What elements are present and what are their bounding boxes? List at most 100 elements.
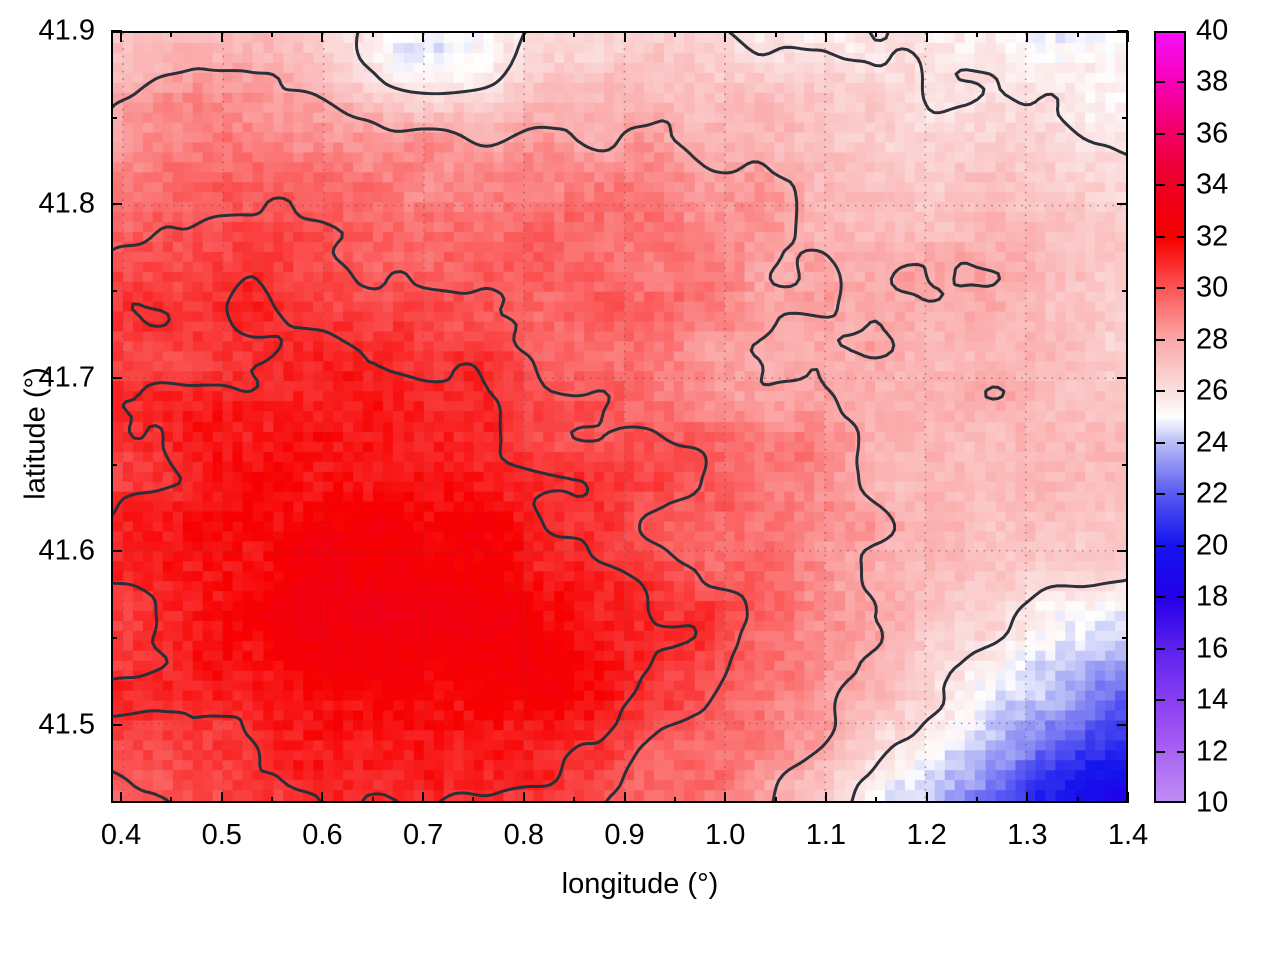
y-tick-minor [111, 637, 117, 640]
y-tick-minor [111, 463, 117, 466]
plot-area [111, 31, 1128, 803]
x-tick-major [422, 792, 425, 803]
colorbar-tick [1156, 132, 1165, 135]
colorbar-tick-label: 16 [1196, 632, 1229, 665]
x-tick-minor [774, 797, 777, 803]
x-tick-minor-top [371, 31, 374, 37]
colorbar-tick [1156, 544, 1165, 547]
x-tick-minor-top [875, 31, 878, 37]
x-tick-minor-top [673, 31, 676, 37]
colorbar-tick-label: 26 [1196, 374, 1229, 407]
colorbar-tick [1156, 647, 1165, 650]
x-tick-major-top [824, 31, 827, 42]
colorbar-tick [1156, 596, 1165, 599]
colorbar-tick [1177, 493, 1186, 496]
colorbar-tick-label: 36 [1196, 117, 1229, 150]
colorbar-tick-label: 28 [1196, 323, 1229, 356]
x-tick-label: 1.4 [1107, 819, 1149, 851]
x-tick-major [724, 792, 727, 803]
x-tick-major [1026, 792, 1029, 803]
x-tick-major-top [220, 31, 223, 42]
x-tick-major-top [120, 31, 123, 42]
x-tick-label: 0.5 [201, 819, 242, 851]
colorbar-tick [1177, 184, 1186, 187]
x-tick-major-top [422, 31, 425, 42]
colorbar-tick [1177, 235, 1186, 238]
colorbar-tick-label: 34 [1196, 168, 1229, 201]
colorbar-tick [1156, 287, 1165, 290]
colorbar-tick [1156, 338, 1165, 341]
x-tick-minor-top [573, 31, 576, 37]
colorbar-tick-label: 38 [1196, 65, 1229, 98]
x-tick-label: 1.2 [906, 819, 947, 851]
y-tick-minor-right [1122, 290, 1128, 293]
y-tick-label: 41.9 [38, 14, 95, 47]
y-tick-minor [111, 116, 117, 119]
colorbar-tick [1177, 441, 1186, 444]
x-tick-minor-top [975, 31, 978, 37]
colorbar [1154, 31, 1186, 803]
colorbar-tick [1177, 81, 1186, 84]
x-tick-label: 0.7 [402, 819, 444, 851]
x-tick-major-top [623, 31, 626, 42]
x-tick-minor-top [1076, 31, 1079, 37]
colorbar-tick [1177, 390, 1186, 393]
x-axis-title: longitude (°) [561, 868, 719, 900]
y-tick-label: 41.7 [38, 361, 95, 394]
x-tick-major-top [1127, 31, 1129, 42]
colorbar-tick-label: 40 [1196, 14, 1229, 47]
y-tick-major-right [1117, 30, 1128, 32]
x-tick-label: 1.3 [1007, 819, 1048, 851]
x-tick-major [925, 792, 928, 803]
colorbar-tick [1177, 287, 1186, 290]
y-tick-major-right [1117, 203, 1128, 206]
x-tick-label: 1.0 [705, 819, 746, 851]
colorbar-tick [1177, 699, 1186, 702]
contour-lines [113, 33, 1126, 801]
x-tick-minor [472, 797, 475, 803]
colorbar-tick-label: 30 [1196, 271, 1229, 304]
x-tick-major-top [522, 31, 525, 42]
y-tick-label: 41.5 [38, 708, 95, 741]
colorbar-tick [1156, 390, 1165, 393]
colorbar-tick [1177, 544, 1186, 547]
x-tick-minor [1076, 797, 1079, 803]
colorbar-gradient [1156, 33, 1184, 801]
x-tick-label: 0.8 [503, 819, 544, 851]
x-tick-minor-top [472, 31, 475, 37]
x-tick-major [522, 792, 525, 803]
colorbar-tick [1156, 441, 1165, 444]
x-tick-minor [170, 797, 173, 803]
x-tick-major-top [321, 31, 324, 42]
y-tick-major [111, 723, 122, 726]
y-tick-minor [111, 290, 117, 293]
y-axis-title: latitude (°) [19, 367, 52, 500]
colorbar-tick [1177, 132, 1186, 135]
y-tick-minor-right [1122, 116, 1128, 119]
y-tick-major-right [1117, 376, 1128, 379]
colorbar-tick [1156, 235, 1165, 238]
colorbar-tick-label: 24 [1196, 426, 1229, 459]
y-tick-label: 41.6 [38, 534, 95, 567]
y-tick-major-right [1117, 723, 1128, 726]
colorbar-tick-label: 14 [1196, 683, 1229, 716]
y-tick-minor-right [1122, 637, 1128, 640]
x-tick-major [220, 792, 223, 803]
y-tick-label: 41.8 [38, 187, 95, 220]
x-tick-minor [975, 797, 978, 803]
colorbar-tick-label: 32 [1196, 220, 1229, 253]
y-tick-major [111, 550, 122, 553]
colorbar-tick [1156, 750, 1165, 753]
y-tick-major [111, 30, 122, 32]
colorbar-tick [1177, 647, 1186, 650]
colorbar-tick [1156, 184, 1165, 187]
x-tick-minor [371, 797, 374, 803]
x-tick-major [321, 792, 324, 803]
x-tick-minor [875, 797, 878, 803]
colorbar-tick-label: 10 [1196, 786, 1229, 819]
x-tick-minor-top [774, 31, 777, 37]
x-tick-major-top [1026, 31, 1029, 42]
x-tick-minor-top [170, 31, 173, 37]
x-tick-label: 0.9 [604, 819, 645, 851]
